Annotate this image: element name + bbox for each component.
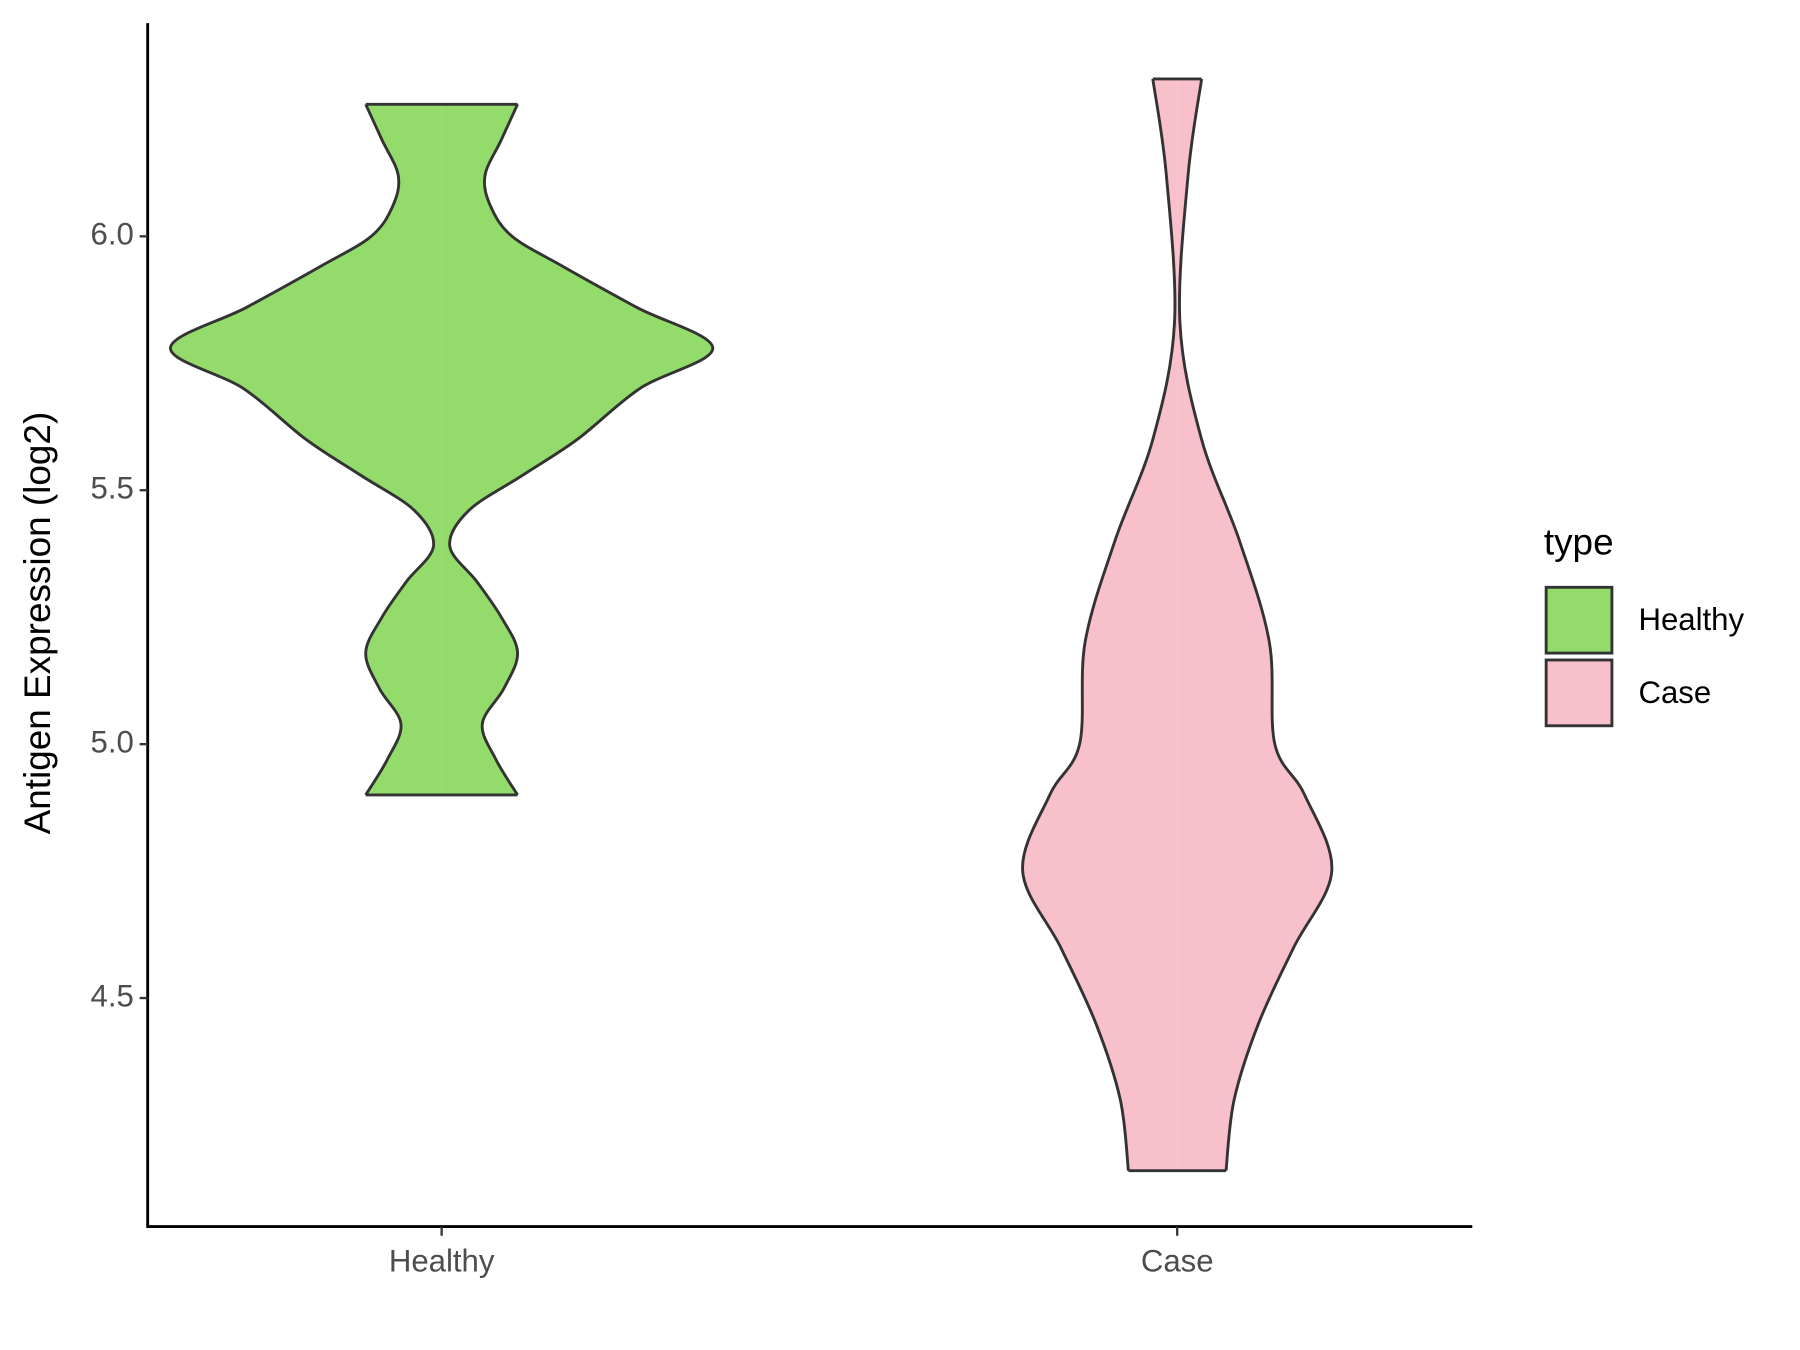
y-tick-label: 4.5 xyxy=(91,978,134,1013)
y-tick-label: 5.5 xyxy=(91,470,134,505)
legend-label: Case xyxy=(1638,675,1711,710)
violin-half xyxy=(441,104,713,795)
x-tick-label: Healthy xyxy=(389,1244,495,1279)
violin-outline xyxy=(1021,78,1177,1171)
violin-half xyxy=(170,104,442,795)
y-tick-label: 6.0 xyxy=(91,217,134,252)
violin-outline xyxy=(448,103,715,796)
legend-key xyxy=(1544,585,1614,655)
y-tick-label: 5.0 xyxy=(91,724,134,759)
x-tick-label: Case xyxy=(1141,1244,1214,1279)
violin-half xyxy=(1022,78,1178,1171)
legend-title: type xyxy=(1544,521,1614,562)
violin-outline xyxy=(169,103,436,796)
legend-label: Healthy xyxy=(1638,602,1744,637)
legend-key xyxy=(1544,658,1614,728)
violin-outline xyxy=(1178,78,1334,1171)
y-axis-label: Antigen Expression (log2) xyxy=(17,412,58,835)
violin-half xyxy=(1177,78,1332,1171)
